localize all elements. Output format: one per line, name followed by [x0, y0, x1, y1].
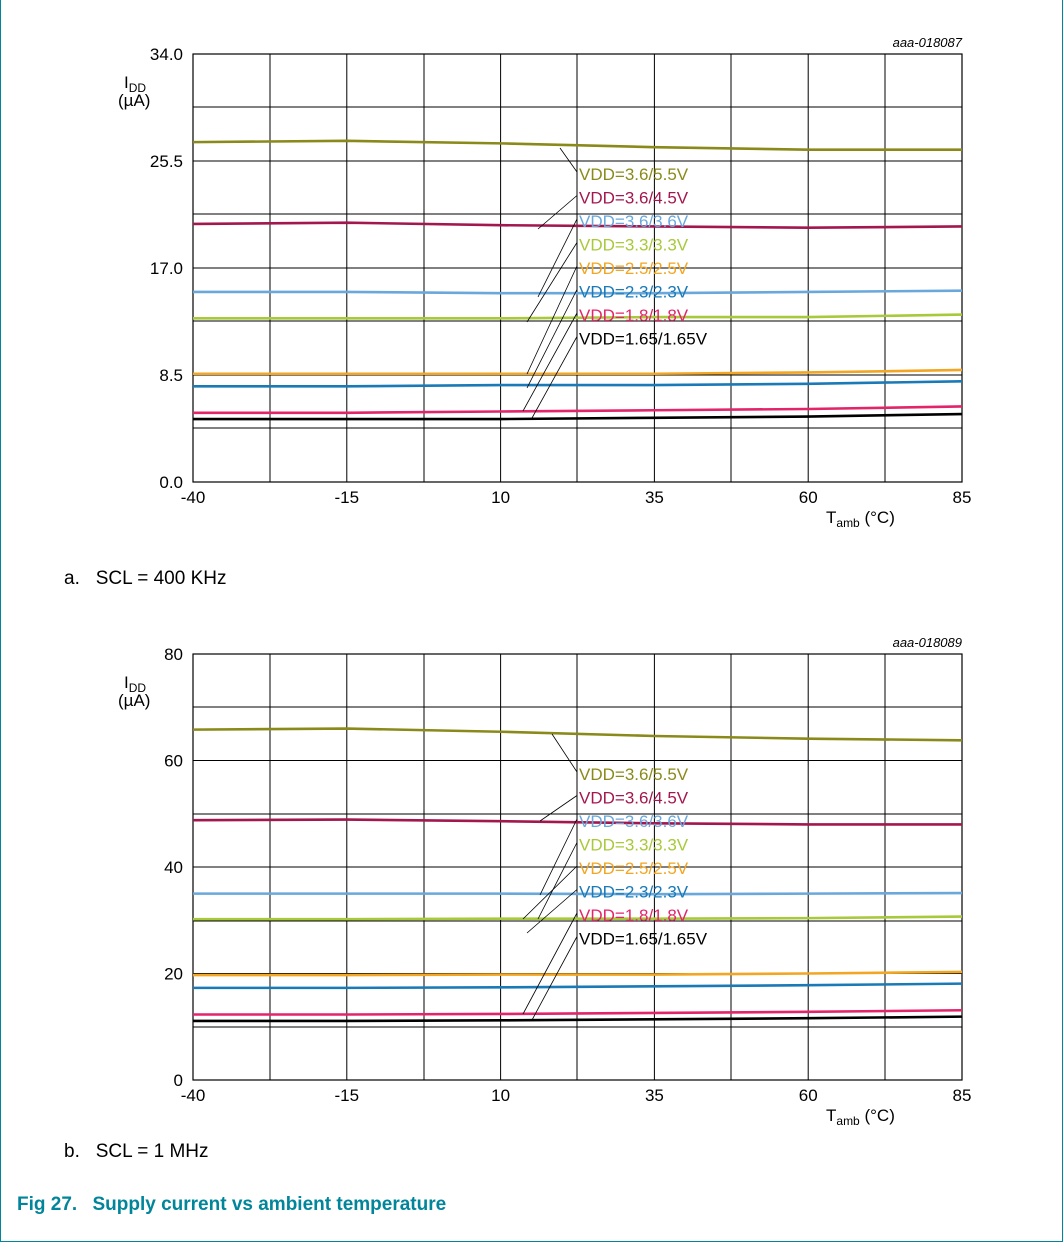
x-axis-label: Tamb (°C): [826, 1106, 895, 1128]
legend-leader: [526, 242, 578, 323]
legend-label: VDD=2.3/2.3V: [579, 283, 689, 302]
series-line: [193, 368, 963, 376]
legend-label: VDD=3.6/5.5V: [579, 165, 689, 184]
series-line: [193, 289, 963, 295]
y-tick-label: 60: [164, 752, 183, 771]
y-tick-label: 0: [174, 1071, 183, 1090]
x-tick-label: 85: [953, 488, 972, 507]
x-tick-label: -40: [181, 488, 206, 507]
legend-leader: [526, 889, 578, 934]
series-line: [193, 412, 963, 421]
series-line: [193, 1008, 963, 1016]
legend-label: VDD=3.6/4.5V: [579, 789, 689, 808]
series-line: [192, 727, 963, 742]
legend-label: VDD=2.5/2.5V: [579, 259, 689, 278]
legend-leader: [531, 936, 578, 1021]
chart-id: aaa-018089: [893, 635, 962, 650]
x-tick-label: 60: [799, 488, 818, 507]
x-tick-label: -15: [335, 1086, 360, 1105]
y-tick-label: 80: [164, 645, 183, 664]
plot-area: [192, 653, 963, 1081]
x-tick-label: 10: [491, 1086, 510, 1105]
series-line: [192, 221, 963, 230]
legend-label: VDD=3.6/5.5V: [579, 765, 689, 784]
legend-leader: [531, 336, 578, 419]
y-axis-label: IDD: [124, 673, 146, 695]
x-tick-label: -15: [335, 488, 360, 507]
caption-a: a. SCL = 400 KHz: [64, 568, 227, 590]
legend-leader: [522, 312, 578, 412]
legend-label: VDD=3.6/3.6V: [579, 812, 689, 831]
series-line: [193, 970, 963, 977]
series-line: [193, 982, 963, 990]
y-axis-unit: (µA): [118, 91, 150, 110]
series-line: [193, 405, 963, 415]
y-tick-label: 25.5: [150, 152, 183, 171]
series-line: [193, 1015, 963, 1023]
x-tick-label: 10: [491, 488, 510, 507]
chart-id: aaa-018087: [893, 35, 963, 50]
legend-leader: [526, 289, 578, 389]
y-tick-label: 8.5: [159, 366, 183, 385]
caption-b-letter: b.: [64, 1141, 80, 1162]
y-axis-unit: (µA): [118, 691, 150, 710]
series-line: [193, 313, 963, 320]
legend-leader: [537, 218, 578, 298]
legend-label: VDD=1.8/1.8V: [579, 306, 689, 325]
plot-frame: [192, 653, 963, 1081]
series-line: [192, 818, 962, 826]
legend-label: VDD=3.6/3.6V: [579, 212, 689, 231]
figure-title: Fig 27. Supply current vs ambient temper…: [17, 1194, 456, 1216]
legend-leader: [539, 818, 578, 896]
series-line: [193, 379, 963, 388]
y-tick-label: 20: [164, 965, 183, 984]
x-tick-label: -40: [181, 1086, 206, 1105]
x-tick-label: 60: [799, 1086, 818, 1105]
caption-b-text: SCL = 1 MHz: [95, 1141, 209, 1162]
legend-label: VDD=3.3/3.3V: [579, 236, 689, 255]
y-tick-label: 0.0: [159, 473, 183, 492]
legend-leader: [522, 912, 578, 1015]
y-tick-label: 40: [164, 858, 183, 877]
plot-frame: [192, 53, 963, 483]
series-line: [193, 891, 963, 896]
legend-label: VDD=2.5/2.5V: [579, 859, 689, 878]
legend-label: VDD=3.3/3.3V: [579, 836, 689, 855]
legend-leader: [537, 842, 578, 920]
legend-leader: [551, 733, 578, 773]
caption-a-text: SCL = 400 KHz: [95, 568, 227, 589]
legend-leader: [539, 795, 578, 822]
series-line: [193, 915, 963, 921]
legend-leader: [537, 195, 578, 230]
x-tick-label: 35: [645, 1086, 664, 1105]
y-axis-label: IDD: [124, 73, 146, 95]
legend-label: VDD=2.3/2.3V: [579, 883, 689, 902]
legend-label: VDD=3.6/4.5V: [579, 189, 689, 208]
y-tick-label: 17.0: [150, 259, 183, 278]
legend-leader: [559, 147, 578, 173]
legend-label: VDD=1.65/1.65V: [579, 930, 708, 949]
figure-title-text: Supply current vs ambient temperature: [92, 1194, 447, 1215]
figure-number: Fig 27.: [17, 1194, 78, 1215]
x-tick-label: 85: [953, 1086, 972, 1105]
legend-label: VDD=1.65/1.65V: [579, 330, 708, 349]
y-tick-label: 34.0: [150, 45, 183, 64]
caption-a-letter: a.: [64, 568, 80, 589]
x-axis-label: Tamb (°C): [826, 508, 895, 530]
x-tick-label: 35: [645, 488, 664, 507]
caption-b: b. SCL = 1 MHz: [64, 1141, 209, 1163]
legend-leader: [522, 865, 578, 920]
legend-leader: [526, 265, 578, 375]
series-line: [192, 139, 962, 151]
legend-label: VDD=1.8/1.8V: [579, 906, 689, 925]
